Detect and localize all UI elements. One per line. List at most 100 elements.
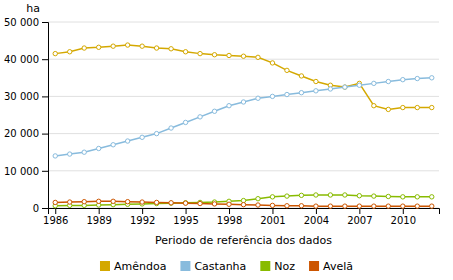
- x-axis-title: Periodo de referência dos dados: [155, 234, 332, 247]
- tick-label: 1986: [43, 215, 68, 226]
- tick-label: 1989: [86, 215, 111, 226]
- point: [415, 195, 419, 199]
- x-axis: 198619891992199519982001200420072010: [43, 208, 439, 226]
- point: [372, 204, 376, 208]
- point: [140, 200, 144, 204]
- tick-mark: [316, 208, 317, 214]
- point: [227, 202, 231, 206]
- tick-label: 2004: [304, 215, 329, 226]
- point: [372, 81, 376, 85]
- point: [212, 202, 216, 206]
- point: [169, 47, 173, 51]
- legend-item: Avelã: [309, 260, 353, 273]
- point: [314, 204, 318, 208]
- tick: 1992: [130, 208, 155, 226]
- tick: 1995: [173, 208, 198, 226]
- point: [241, 202, 245, 206]
- point: [343, 85, 347, 89]
- tick-mark: [42, 208, 48, 209]
- point: [96, 146, 100, 150]
- point: [169, 201, 173, 205]
- tick-mark: [142, 208, 143, 214]
- point: [285, 194, 289, 198]
- tick: 2001: [260, 208, 285, 226]
- point: [241, 54, 245, 58]
- tick: 2010: [391, 208, 416, 226]
- point: [415, 76, 419, 80]
- point: [111, 199, 115, 203]
- point: [386, 79, 390, 83]
- point: [198, 201, 202, 205]
- point: [169, 126, 173, 130]
- legend-swatch: [100, 261, 110, 271]
- tick-mark: [99, 208, 100, 214]
- tick-mark: [229, 208, 230, 214]
- point: [285, 204, 289, 208]
- chart: 198619891992199519982001200420072010010 …: [0, 0, 453, 280]
- grid-line: [48, 170, 439, 171]
- point: [53, 154, 57, 158]
- point: [212, 53, 216, 57]
- tick: 2004: [304, 208, 329, 226]
- tick: 50 000: [4, 17, 48, 28]
- point: [343, 193, 347, 197]
- series: [53, 199, 434, 208]
- tick-label: 0: [33, 203, 39, 214]
- grid: [48, 22, 439, 208]
- tick-label: 30 000: [4, 91, 39, 102]
- point: [430, 105, 434, 109]
- point: [68, 200, 72, 204]
- grid-line: [48, 96, 439, 97]
- point: [430, 204, 434, 208]
- tick-label: 1992: [130, 215, 155, 226]
- marks: [53, 43, 434, 208]
- legend-swatch: [180, 261, 190, 271]
- point: [299, 90, 303, 94]
- point: [328, 193, 332, 197]
- point: [154, 46, 158, 50]
- tick-mark: [403, 208, 404, 214]
- tick-label: 2007: [347, 215, 372, 226]
- point: [125, 199, 129, 203]
- line: [55, 45, 432, 109]
- tick-mark: [42, 22, 48, 23]
- point: [82, 150, 86, 154]
- tick: 2007: [347, 208, 372, 226]
- tick-mark: [359, 208, 360, 214]
- point: [386, 204, 390, 208]
- point: [227, 104, 231, 108]
- point: [256, 96, 260, 100]
- point: [96, 199, 100, 203]
- grid-line: [48, 22, 439, 23]
- point: [154, 131, 158, 135]
- point: [328, 204, 332, 208]
- point: [314, 79, 318, 83]
- point: [372, 194, 376, 198]
- point: [270, 195, 274, 199]
- line: [55, 78, 432, 156]
- legend-label: Amêndoa: [114, 260, 166, 273]
- tick-label: 2001: [260, 215, 285, 226]
- point: [125, 43, 129, 47]
- point: [270, 94, 274, 98]
- point: [415, 204, 419, 208]
- point: [183, 201, 187, 205]
- point: [183, 50, 187, 54]
- point: [111, 143, 115, 147]
- point: [372, 104, 376, 108]
- legend: AmêndoaCastanhaNozAvelã: [100, 260, 353, 273]
- plot: 198619891992199519982001200420072010010 …: [4, 17, 440, 226]
- tick: 30 000: [4, 91, 48, 102]
- tick: 40 000: [4, 54, 48, 65]
- tick-label: 2010: [391, 215, 416, 226]
- point: [256, 55, 260, 59]
- point: [154, 200, 158, 204]
- series: [53, 43, 434, 112]
- point: [357, 204, 361, 208]
- tick-mark: [186, 208, 187, 214]
- tick: 20 000: [4, 128, 48, 139]
- point: [386, 107, 390, 111]
- point: [415, 105, 419, 109]
- point: [96, 45, 100, 49]
- legend-label: Noz: [274, 260, 295, 273]
